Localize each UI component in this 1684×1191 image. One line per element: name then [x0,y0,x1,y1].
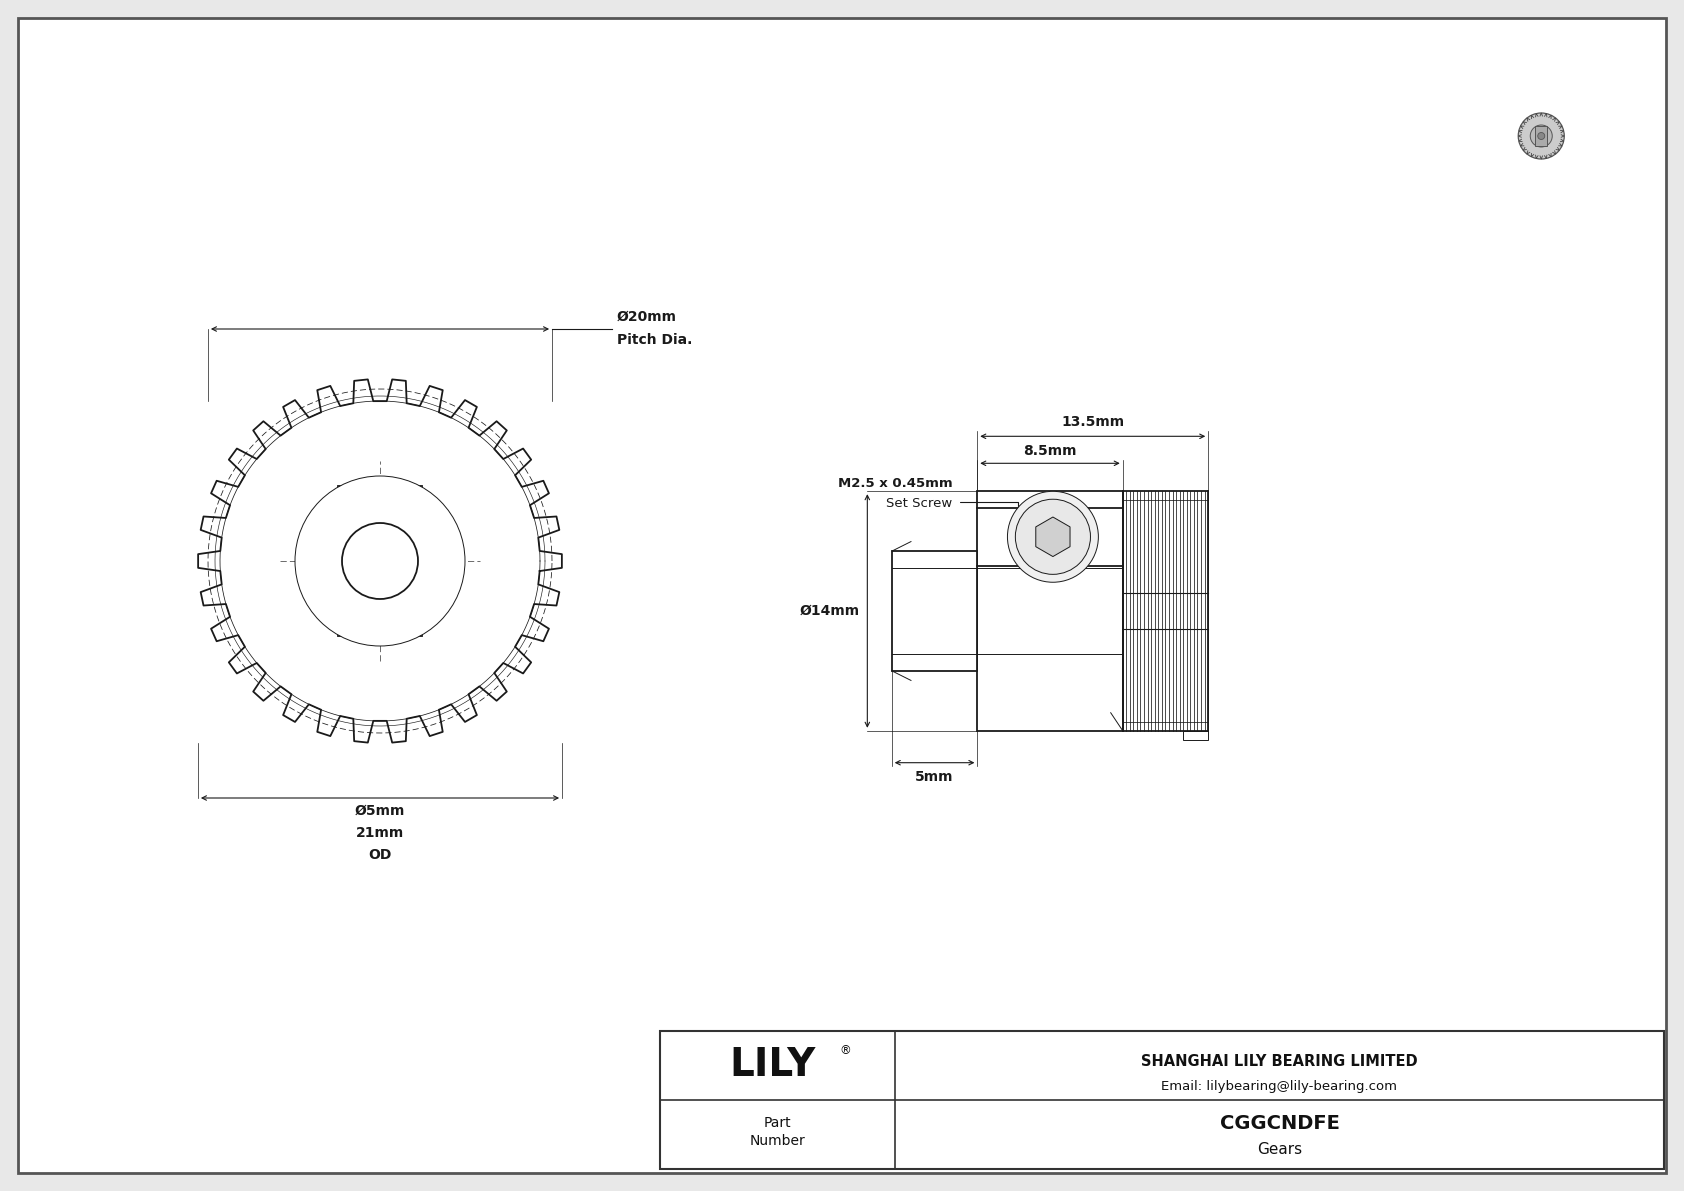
Bar [977,492,1123,731]
Text: SHANGHAI LILY BEARING LIMITED: SHANGHAI LILY BEARING LIMITED [1142,1054,1418,1068]
Text: Ø20mm: Ø20mm [616,310,677,324]
Circle shape [1531,125,1553,146]
Text: 21mm: 21mm [355,827,404,840]
Bar [338,486,423,636]
Circle shape [342,523,418,599]
Bar [893,551,977,671]
Text: 5mm: 5mm [916,769,953,784]
Text: Part
Number: Part Number [749,1116,805,1148]
Circle shape [1537,132,1544,139]
Circle shape [295,476,465,646]
Text: 8.5mm: 8.5mm [1024,444,1076,459]
Circle shape [1519,113,1564,160]
Text: OD: OD [369,848,392,862]
Text: 13.5mm: 13.5mm [1061,416,1125,429]
Polygon shape [1036,517,1069,556]
Text: Ø5mm: Ø5mm [355,804,406,818]
Text: CGGCNDFE: CGGCNDFE [1219,1114,1339,1133]
Text: LILY: LILY [729,1047,815,1085]
Bar [1536,126,1548,146]
Text: Ø14mm: Ø14mm [800,604,859,618]
Text: Gears: Gears [1256,1142,1302,1158]
Text: Pitch Dia.: Pitch Dia. [616,333,692,347]
Bar [1182,731,1207,741]
Bar [660,1031,1664,1170]
Circle shape [1007,492,1098,582]
Circle shape [1015,499,1091,574]
Text: ®: ® [840,1045,852,1056]
Text: Set Screw: Set Screw [886,498,953,510]
Text: M2.5 x 0.45mm: M2.5 x 0.45mm [837,478,953,491]
Text: Email: lilybearing@lily-bearing.com: Email: lilybearing@lily-bearing.com [1162,1080,1398,1092]
